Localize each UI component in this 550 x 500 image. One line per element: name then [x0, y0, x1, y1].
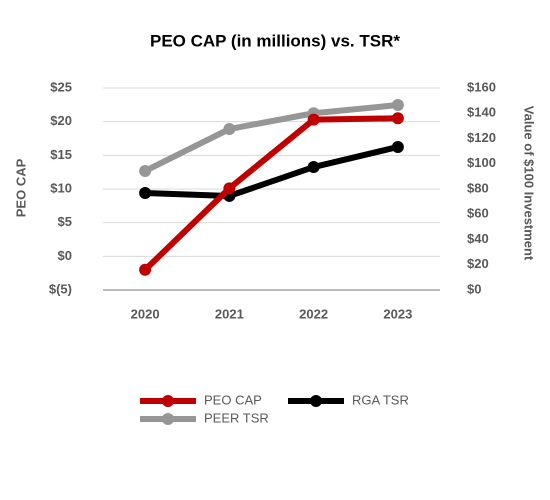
series-line — [145, 144, 399, 199]
y-tick-label: $0 — [58, 248, 72, 263]
y-tick-label: $10 — [50, 180, 72, 195]
y-axis-title: PEO CAP — [13, 158, 28, 217]
point — [139, 187, 152, 200]
legend-label: PEER TSR — [204, 410, 269, 425]
point — [391, 99, 404, 112]
point — [139, 263, 152, 276]
y2-tick-label: $60 — [467, 206, 489, 221]
y-tick-label: $5 — [58, 214, 72, 229]
y2-tick-label: $100 — [467, 155, 496, 170]
y-tick-label: $(5) — [49, 281, 72, 296]
legend-label: RGA TSR — [352, 392, 409, 407]
legend-label: PEO CAP — [204, 392, 262, 407]
series-line — [143, 115, 398, 272]
legend-marker — [162, 413, 174, 425]
point — [391, 112, 404, 125]
chart-title: PEO CAP (in millions) vs. TSR* — [150, 31, 400, 50]
point — [223, 123, 236, 136]
point — [223, 182, 236, 195]
y2-tick-label: $140 — [467, 105, 496, 120]
y-tick-label: $25 — [50, 79, 72, 94]
x-tick-label: 2022 — [299, 306, 328, 321]
point — [139, 164, 152, 177]
x-tick-label: 2023 — [383, 306, 412, 321]
y2-axis-title: Value of $100 Investment — [522, 106, 537, 261]
y-tick-label: $20 — [50, 113, 72, 128]
y2-tick-label: $80 — [467, 180, 489, 195]
point — [307, 161, 320, 174]
series-line — [143, 102, 399, 174]
y2-tick-label: $40 — [467, 231, 489, 246]
y2-tick-label: $160 — [467, 79, 496, 94]
y2-tick-label: $0 — [467, 281, 481, 296]
y2-tick-label: $120 — [467, 130, 496, 145]
legend-marker — [162, 395, 174, 407]
point — [307, 113, 320, 126]
y2-tick-label: $20 — [467, 256, 489, 271]
legend-marker — [310, 395, 322, 407]
x-tick-label: 2021 — [215, 306, 244, 321]
y-tick-label: $15 — [50, 147, 72, 162]
x-tick-label: 2020 — [131, 306, 160, 321]
point — [391, 140, 404, 153]
